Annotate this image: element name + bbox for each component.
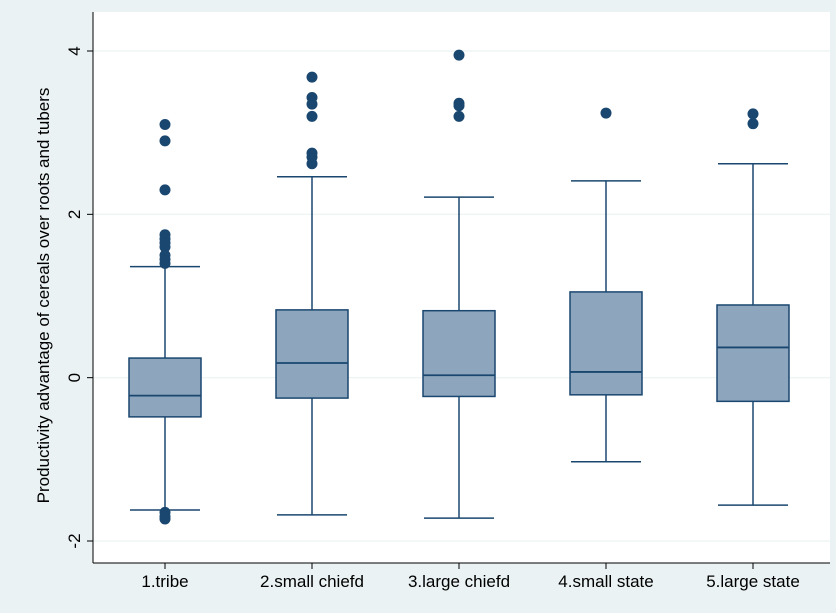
x-tick-label: 2.small chiefd <box>260 572 364 591</box>
y-tick-label: 0 <box>65 373 84 382</box>
y-axis-title: Productivity advantage of cereals over r… <box>34 88 53 504</box>
x-tick-label: 4.small state <box>558 572 653 591</box>
box-group-5 <box>716 108 790 506</box>
outlier-point <box>453 49 465 61</box>
outlier-point <box>747 118 759 130</box>
y-tick-label: 2 <box>65 210 84 219</box>
box-group-2 <box>275 71 349 516</box>
box-iqr <box>422 309 496 398</box>
outlier-point <box>159 135 171 147</box>
outlier-point <box>306 98 318 110</box>
box-group-4 <box>569 107 643 463</box>
outlier-point <box>159 257 171 269</box>
box-group-1 <box>128 119 202 525</box>
x-tick-label: 5.large state <box>706 572 800 591</box>
x-tick-label: 3.large chiefd <box>408 572 510 591</box>
axes: -2 0 2 4 1.tribe 2.small chiefd 3.large chiefd… <box>65 12 830 591</box>
outlier-point <box>306 158 318 170</box>
box-iqr <box>569 291 643 396</box>
box-iqr <box>716 304 790 403</box>
x-tick-label: 1.tribe <box>141 572 188 591</box>
plot-area <box>93 12 830 563</box>
outlier-point <box>159 119 171 130</box>
y-tick-label: 4 <box>65 46 84 55</box>
outlier-point <box>159 513 171 525</box>
outlier-point <box>306 71 318 83</box>
outlier-point <box>159 184 171 196</box>
outlier-point <box>159 241 171 253</box>
boxes <box>128 49 790 525</box>
outlier-point <box>306 110 318 122</box>
outlier-point <box>453 100 465 112</box>
outlier-point <box>600 107 612 119</box>
box-iqr <box>275 309 349 399</box>
outlier-point <box>453 110 465 122</box>
box-iqr <box>128 357 202 418</box>
outlier-point <box>747 108 759 120</box>
y-tick-label: -2 <box>65 533 84 548</box>
box-group-3 <box>422 49 496 519</box>
